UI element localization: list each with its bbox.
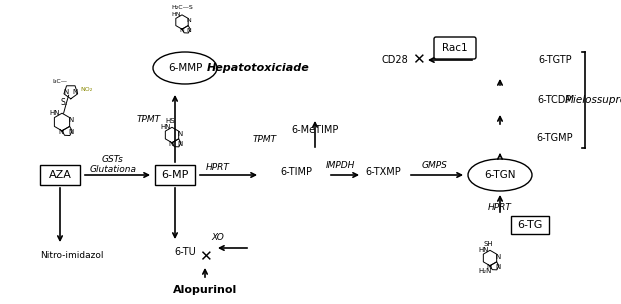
Text: Nitro-imidazol: Nitro-imidazol (40, 250, 104, 260)
Bar (511, 216, 549, 234)
Text: N: N (58, 130, 64, 135)
Text: Rac1: Rac1 (442, 43, 468, 53)
Text: N: N (64, 88, 69, 95)
Text: ✕: ✕ (199, 250, 211, 264)
Text: N: N (495, 264, 501, 270)
Text: Mielossupressão: Mielossupressão (565, 95, 621, 105)
Text: HN: HN (160, 124, 171, 130)
Text: N: N (73, 88, 78, 95)
Text: H₂N: H₂N (479, 268, 492, 274)
Text: 6-TGN: 6-TGN (484, 170, 516, 180)
Text: 6-TGMP: 6-TGMP (537, 133, 573, 143)
Text: CD28: CD28 (382, 55, 409, 65)
Text: Hepatotoxiciade: Hepatotoxiciade (207, 63, 309, 73)
Text: GMPS: GMPS (422, 161, 448, 170)
Text: TPMT: TPMT (253, 136, 277, 144)
Text: XO: XO (212, 233, 224, 243)
Text: 6-TCDP: 6-TCDP (538, 95, 572, 105)
Text: S: S (61, 98, 65, 107)
Text: HN: HN (50, 110, 60, 116)
Text: N: N (177, 131, 183, 136)
Text: 6-MeTIMP: 6-MeTIMP (291, 125, 338, 135)
Text: ✕: ✕ (412, 53, 424, 67)
Text: TPMT: TPMT (137, 116, 161, 125)
Text: HS: HS (166, 118, 175, 124)
Text: IMPDH: IMPDH (325, 161, 355, 170)
Text: N: N (179, 28, 184, 33)
Bar (40, 165, 80, 185)
Text: 6-MMP: 6-MMP (168, 63, 202, 73)
Text: N: N (187, 28, 191, 33)
Text: N: N (169, 141, 174, 147)
Text: N: N (495, 254, 501, 260)
Ellipse shape (153, 52, 217, 84)
Text: 6-TIMP: 6-TIMP (280, 167, 312, 177)
Text: HPRT: HPRT (206, 164, 230, 172)
Text: GSTs: GSTs (102, 156, 124, 164)
Text: SH: SH (484, 241, 494, 247)
Text: 6-TU: 6-TU (174, 247, 196, 257)
Text: 6-TGTP: 6-TGTP (538, 55, 572, 65)
Text: N: N (68, 117, 73, 123)
Text: H₂C—S: H₂C—S (171, 5, 193, 10)
Text: I₃C—: I₃C— (52, 79, 67, 84)
Text: 6-TXMP: 6-TXMP (365, 167, 401, 177)
Text: NO₂: NO₂ (80, 87, 93, 92)
Text: Glutationa: Glutationa (89, 165, 137, 174)
FancyBboxPatch shape (434, 37, 476, 59)
Bar (155, 165, 195, 185)
Text: N: N (68, 130, 73, 135)
Text: HPRT: HPRT (488, 203, 512, 212)
Ellipse shape (468, 159, 532, 191)
Text: HN: HN (478, 247, 489, 253)
Text: 6-TG: 6-TG (517, 220, 543, 230)
Text: N: N (487, 264, 492, 270)
Text: N: N (177, 141, 183, 147)
Text: Alopurinol: Alopurinol (173, 285, 237, 295)
Text: AZA: AZA (48, 170, 71, 180)
Text: N: N (187, 18, 191, 23)
Text: 6-MP: 6-MP (161, 170, 189, 180)
Text: HN: HN (171, 12, 181, 17)
